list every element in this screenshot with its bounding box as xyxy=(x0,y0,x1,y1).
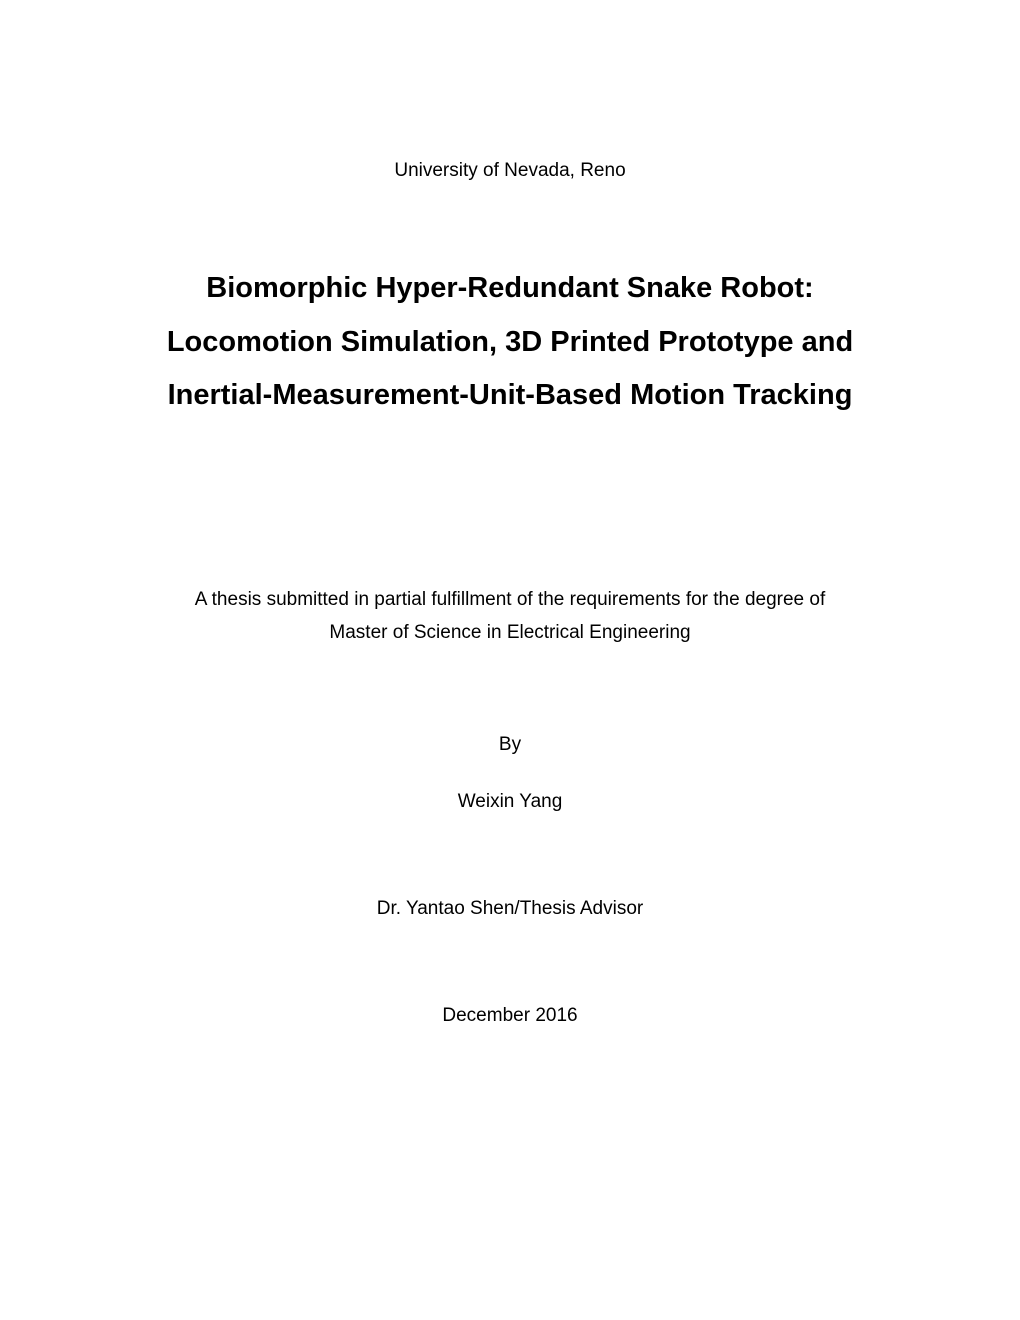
thesis-title: Biomorphic Hyper-Redundant Snake Robot: … xyxy=(115,262,905,423)
title-line-1: Biomorphic Hyper-Redundant Snake Robot: xyxy=(115,262,905,316)
title-line-3: Inertial-Measurement-Unit-Based Motion T… xyxy=(115,369,905,423)
fulfillment-line-2: Master of Science in Electrical Engineer… xyxy=(115,616,905,649)
fulfillment-statement: A thesis submitted in partial fulfillmen… xyxy=(115,583,905,650)
author-name: Weixin Yang xyxy=(115,791,905,813)
title-line-2: Locomotion Simulation, 3D Printed Protot… xyxy=(115,316,905,370)
institution-name: University of Nevada, Reno xyxy=(115,160,905,182)
by-label: By xyxy=(115,734,905,756)
advisor-name: Dr. Yantao Shen/Thesis Advisor xyxy=(115,898,905,920)
fulfillment-line-1: A thesis submitted in partial fulfillmen… xyxy=(115,583,905,616)
submission-date: December 2016 xyxy=(115,1005,905,1027)
